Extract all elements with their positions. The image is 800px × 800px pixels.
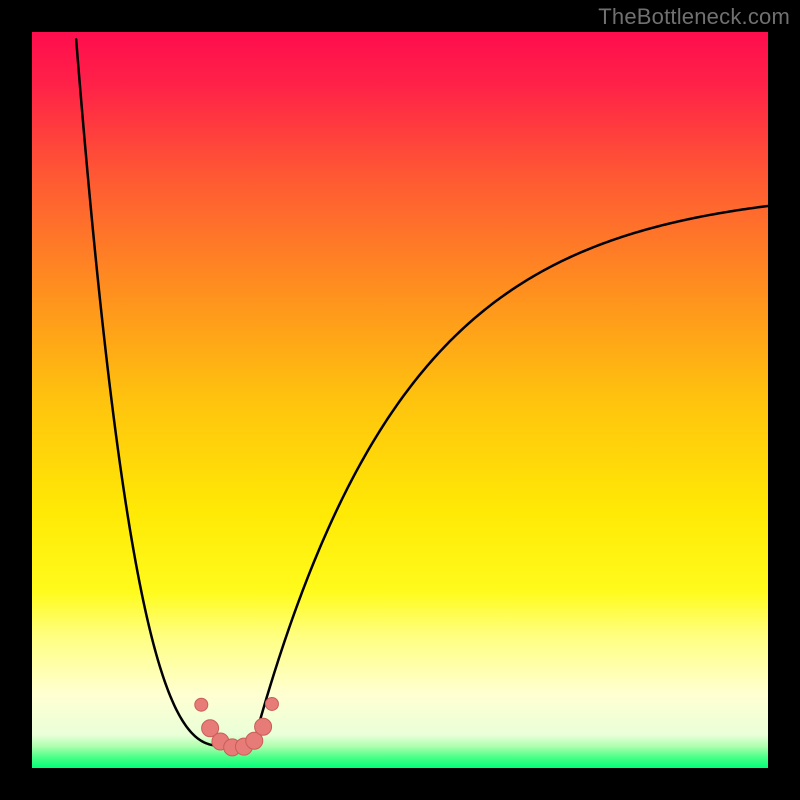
bottleneck-chart [0, 0, 800, 800]
curve-marker [195, 698, 208, 711]
watermark-text: TheBottleneck.com [598, 4, 790, 30]
curve-marker [265, 697, 278, 710]
curve-marker [255, 718, 272, 735]
